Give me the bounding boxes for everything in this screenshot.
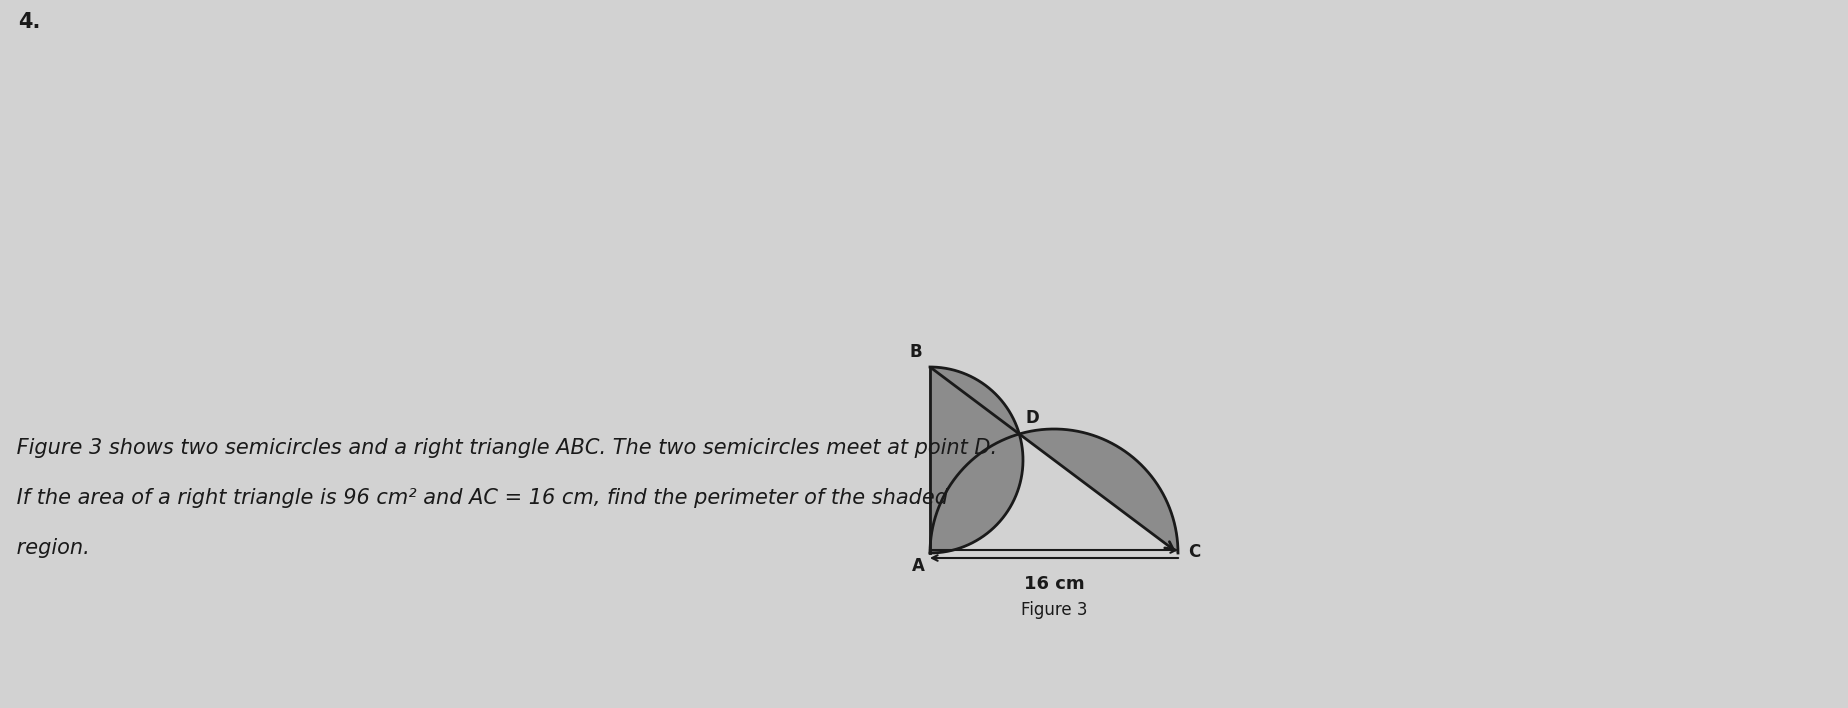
Text: B: B — [909, 343, 922, 361]
Polygon shape — [930, 367, 1022, 553]
Text: D: D — [1026, 409, 1039, 427]
Text: 16 cm: 16 cm — [1024, 575, 1083, 593]
Text: region.: region. — [9, 538, 91, 558]
Polygon shape — [1018, 429, 1177, 553]
Text: A: A — [911, 557, 924, 575]
Text: Figure 3: Figure 3 — [1020, 601, 1087, 619]
Text: Figure 3 shows two semicircles and a right triangle ABC. The two semicircles mee: Figure 3 shows two semicircles and a rig… — [9, 438, 996, 458]
Text: If the area of a right triangle is 96 cm² and AC = 16 cm, find the perimeter of : If the area of a right triangle is 96 cm… — [9, 488, 948, 508]
Text: C: C — [1188, 543, 1199, 561]
Text: 4.: 4. — [18, 12, 41, 32]
